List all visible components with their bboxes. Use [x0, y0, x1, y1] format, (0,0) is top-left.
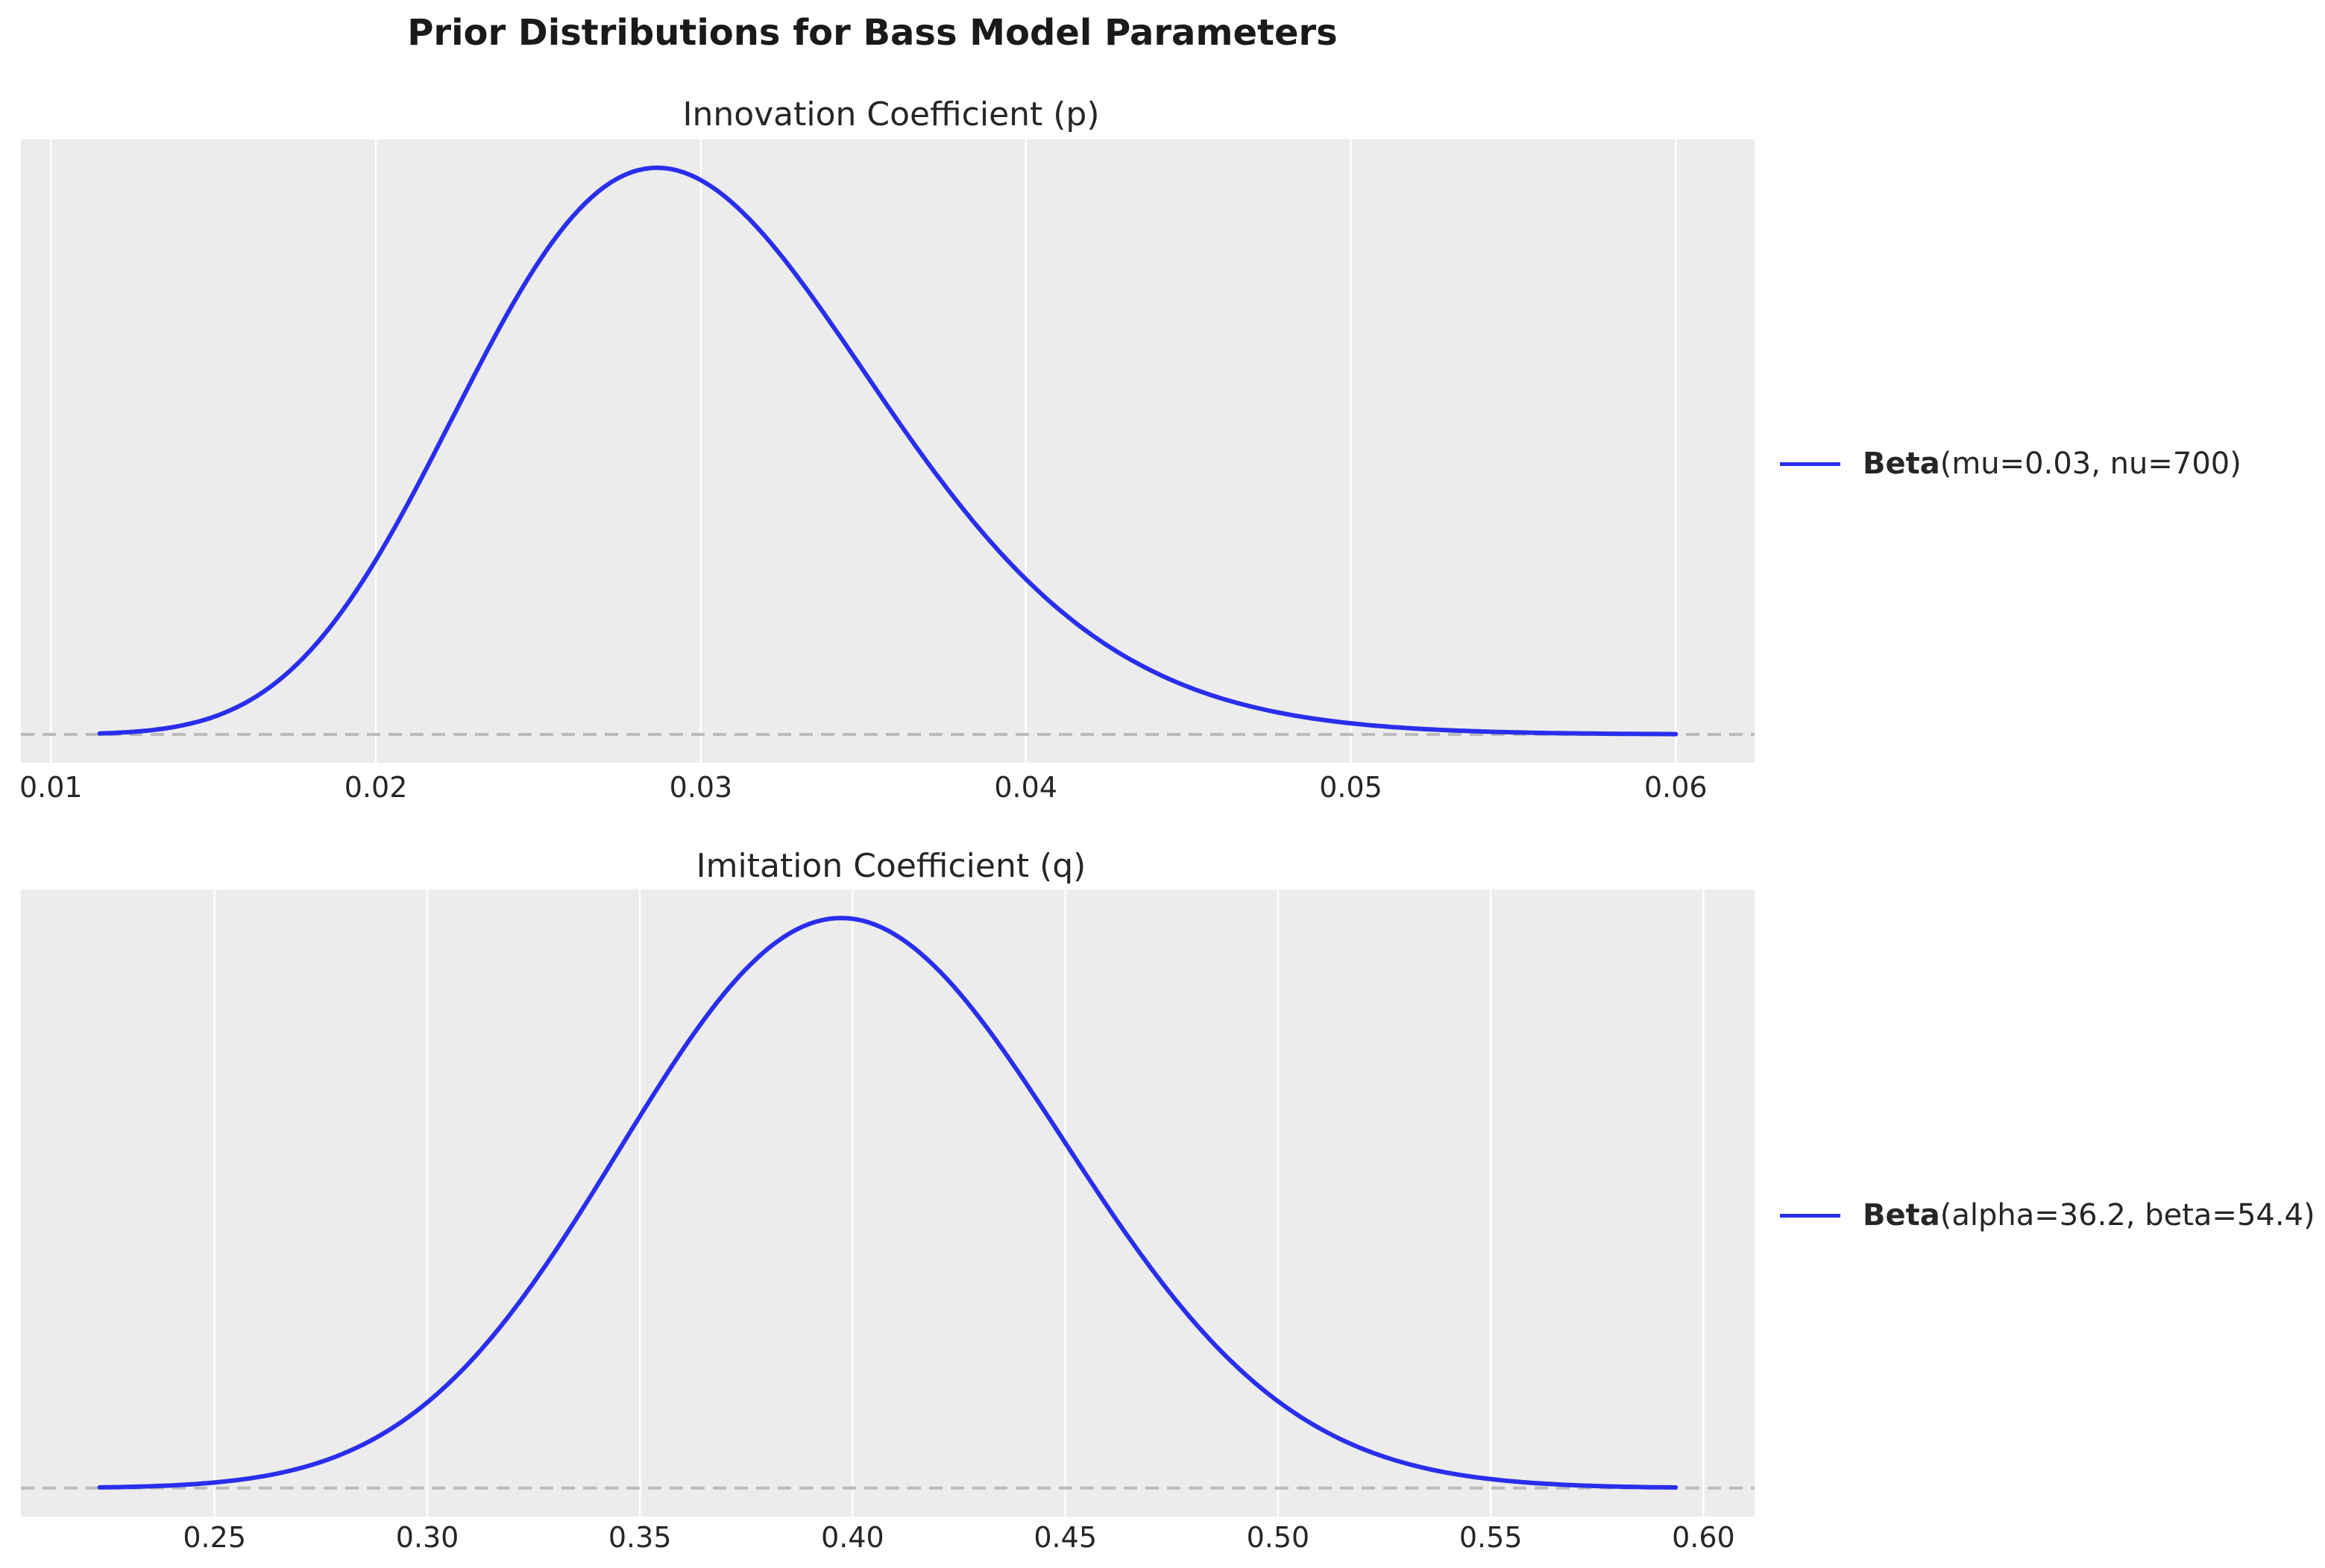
subplot2-title: Imitation Coefficient (q) [696, 847, 1086, 885]
x-tick-label: 0.35 [608, 1521, 672, 1554]
x-tick-label: 0.06 [1643, 771, 1708, 804]
density-curve [97, 916, 1679, 1490]
density-plot-svg-2 [21, 890, 1755, 1517]
x-tick-label: 0.05 [1319, 771, 1382, 804]
legend-label-2: Beta(alpha=36.2, beta=54.4) [1863, 1198, 2315, 1232]
x-tick-label: 0.45 [1033, 1521, 1097, 1554]
legend-label-1: Beta(mu=0.03, nu=700) [1863, 447, 2241, 481]
x-tick-label: 0.04 [994, 771, 1057, 804]
x-axis-ticks-2: 0.25 0.30 0.35 0.40 0.45 0.50 0.55 0.60 [21, 1521, 1755, 1567]
figure-title: Prior Distributions for Bass Model Param… [407, 12, 1338, 54]
legend-line-sample-2 [1780, 1213, 1840, 1218]
x-axis-ticks-1: 0.01 0.02 0.03 0.04 0.05 0.06 [19, 771, 1755, 817]
density-plot-svg-1 [21, 139, 1755, 763]
legend-1: Beta(mu=0.03, nu=700) [1780, 447, 2241, 481]
legend-label-2-bold: Beta [1863, 1198, 1940, 1232]
x-tick-label: 0.01 [19, 771, 83, 804]
x-tick-label: 0.40 [821, 1521, 884, 1554]
subplot1-title: Innovation Coefficient (p) [682, 95, 1100, 133]
legend-line-sample-1 [1780, 462, 1840, 466]
x-tick-label: 0.03 [669, 771, 733, 804]
x-tick-label: 0.60 [1672, 1521, 1735, 1554]
plot-area-1 [21, 139, 1755, 763]
x-tick-label: 0.25 [183, 1521, 246, 1554]
legend-2: Beta(alpha=36.2, beta=54.4) [1780, 1198, 2315, 1232]
plot-area-2 [21, 890, 1755, 1517]
legend-label-2-rest: (alpha=36.2, beta=54.4) [1939, 1198, 2315, 1232]
x-tick-label: 0.02 [344, 771, 408, 804]
legend-label-1-bold: Beta [1863, 447, 1940, 481]
density-curve [97, 166, 1679, 737]
legend-label-1-rest: (mu=0.03, nu=700) [1939, 447, 2241, 481]
x-tick-label: 0.30 [395, 1521, 459, 1554]
x-tick-label: 0.55 [1459, 1521, 1523, 1554]
x-tick-label: 0.50 [1246, 1521, 1310, 1554]
